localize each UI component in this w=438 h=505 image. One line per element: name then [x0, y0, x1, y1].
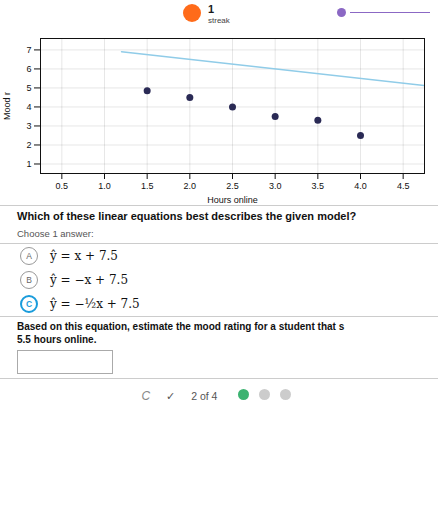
html-text:ŷ = −x + 7.5: ŷ = −x + 7.5: [50, 272, 129, 287]
svg-text:3.5: 3.5: [312, 181, 325, 191]
svg-text:3.0: 3.0: [269, 181, 282, 191]
html-text:5.5 hours online.: 5.5 hours online.: [17, 333, 97, 345]
svg-text:4.0: 4.0: [354, 181, 367, 191]
svg-text:3: 3: [26, 121, 31, 131]
svg-text:2.0: 2.0: [184, 181, 197, 191]
html-text:ŷ = −½x + 7.5: ŷ = −½x + 7.5: [50, 296, 140, 311]
svg-text:Mood r: Mood r: [2, 92, 12, 120]
html-text:Which of these linear equation: Which of these linear equations best des…: [17, 210, 357, 222]
svg-text:Hours online: Hours online: [207, 195, 258, 205]
svg-text:4: 4: [26, 102, 31, 112]
svg-text:6: 6: [26, 64, 31, 74]
svg-text:1: 1: [26, 159, 31, 169]
svg-text:1.5: 1.5: [141, 181, 154, 191]
html-text:Based on this equation, estima: Based on this equation, estimate the moo…: [17, 320, 345, 332]
svg-text:2.5: 2.5: [226, 181, 239, 191]
html-text:B: B: [26, 274, 32, 285]
svg-text:4.5: 4.5: [397, 181, 410, 191]
html-text:1: 1: [208, 3, 215, 15]
svg-text:7: 7: [26, 45, 31, 55]
svg-text:0.5: 0.5: [56, 181, 69, 191]
html-text:A: A: [26, 250, 32, 261]
html-text:streak: streak: [208, 16, 230, 25]
svg-text:5: 5: [26, 83, 31, 93]
html-text:C: C: [141, 388, 151, 403]
html-text:C: C: [25, 298, 33, 309]
html-text:ŷ = x + 7.5: ŷ = x + 7.5: [50, 248, 118, 263]
svg-text:2: 2: [26, 140, 31, 150]
html-text:2 of 4: 2 of 4: [191, 389, 218, 402]
html-text:Choose 1 answer:: Choose 1 answer:: [17, 227, 94, 239]
svg-text:1.0: 1.0: [98, 181, 111, 191]
